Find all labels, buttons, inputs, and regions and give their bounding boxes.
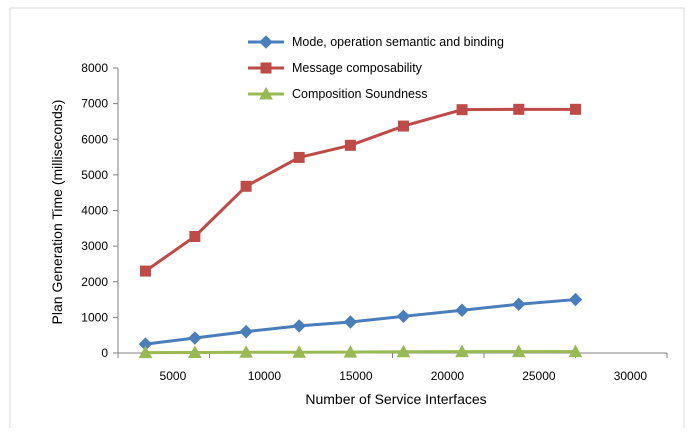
- legend-item-2: Message composability: [248, 61, 423, 75]
- data-point: [511, 344, 526, 358]
- data-point: [570, 103, 581, 115]
- data-point: [397, 120, 409, 132]
- y-tick-label: 0: [101, 346, 108, 360]
- data-point: [240, 180, 252, 192]
- series-1: [138, 292, 583, 351]
- data-point: [189, 231, 201, 243]
- data-point: [239, 324, 253, 339]
- y-tick-label: 5000: [81, 168, 108, 182]
- series-3: [138, 344, 583, 359]
- x-tick-label: 5000: [160, 369, 187, 383]
- x-tick-label: 25000: [522, 369, 556, 383]
- y-tick-label: 8000: [81, 61, 108, 75]
- data-point: [343, 345, 358, 358]
- legend-marker: [259, 86, 273, 100]
- y-ticks: 0 1000 2000 3000 4000 5000 6000 7000 8000: [81, 61, 118, 360]
- legend-label: Message composability: [292, 61, 423, 75]
- data-point: [293, 151, 305, 163]
- data-point: [456, 104, 468, 116]
- data-point: [188, 331, 202, 345]
- data-point: [343, 315, 358, 329]
- data-point: [568, 344, 583, 358]
- legend-marker: [260, 62, 272, 74]
- data-point: [292, 345, 307, 358]
- legend-label: Composition Soundness: [292, 87, 428, 101]
- data-point: [396, 344, 411, 358]
- series-group: [138, 103, 583, 359]
- legend-item-1: Mode, operation semantic and binding: [248, 35, 504, 49]
- legend-label: Mode, operation semantic and binding: [292, 35, 504, 49]
- x-tick-label: 10000: [248, 369, 282, 383]
- data-point: [513, 103, 525, 115]
- data-point: [396, 309, 411, 324]
- x-tick-label: 30000: [614, 369, 648, 383]
- series-line: [145, 350, 576, 355]
- y-axis-title: Plan Generation Time (milliseconds): [49, 100, 65, 325]
- data-point: [188, 345, 202, 358]
- y-tick-label: 4000: [81, 204, 108, 218]
- y-tick-label: 3000: [81, 239, 108, 253]
- series-line: [144, 107, 576, 273]
- series-line: [145, 298, 576, 346]
- y-tick-label: 7000: [81, 97, 108, 111]
- data-point: [568, 292, 583, 307]
- data-point: [344, 139, 356, 151]
- y-tick-label: 1000: [81, 310, 108, 324]
- x-tick-label: 15000: [339, 369, 373, 383]
- x-ticks: 5000 10000 15000 20000 25000 30000: [117, 353, 668, 383]
- legend-item-3: Composition Soundness: [248, 86, 428, 101]
- data-point: [512, 297, 526, 311]
- legend-marker: [259, 35, 273, 49]
- x-tick-label: 20000: [431, 369, 465, 383]
- data-point: [455, 303, 469, 317]
- axes: [117, 68, 667, 354]
- data-point: [239, 345, 253, 358]
- data-point: [292, 319, 306, 333]
- y-tick-label: 2000: [81, 275, 108, 289]
- legend: Mode, operation semantic and binding Mess…: [248, 35, 504, 101]
- data-point: [455, 344, 469, 358]
- data-point: [139, 265, 151, 277]
- chart-frame: [9, 7, 685, 428]
- data-point: [138, 345, 153, 359]
- series-2: [139, 103, 581, 277]
- y-tick-label: 6000: [81, 132, 108, 146]
- x-axis-title: Number of Service Interfaces: [305, 391, 486, 407]
